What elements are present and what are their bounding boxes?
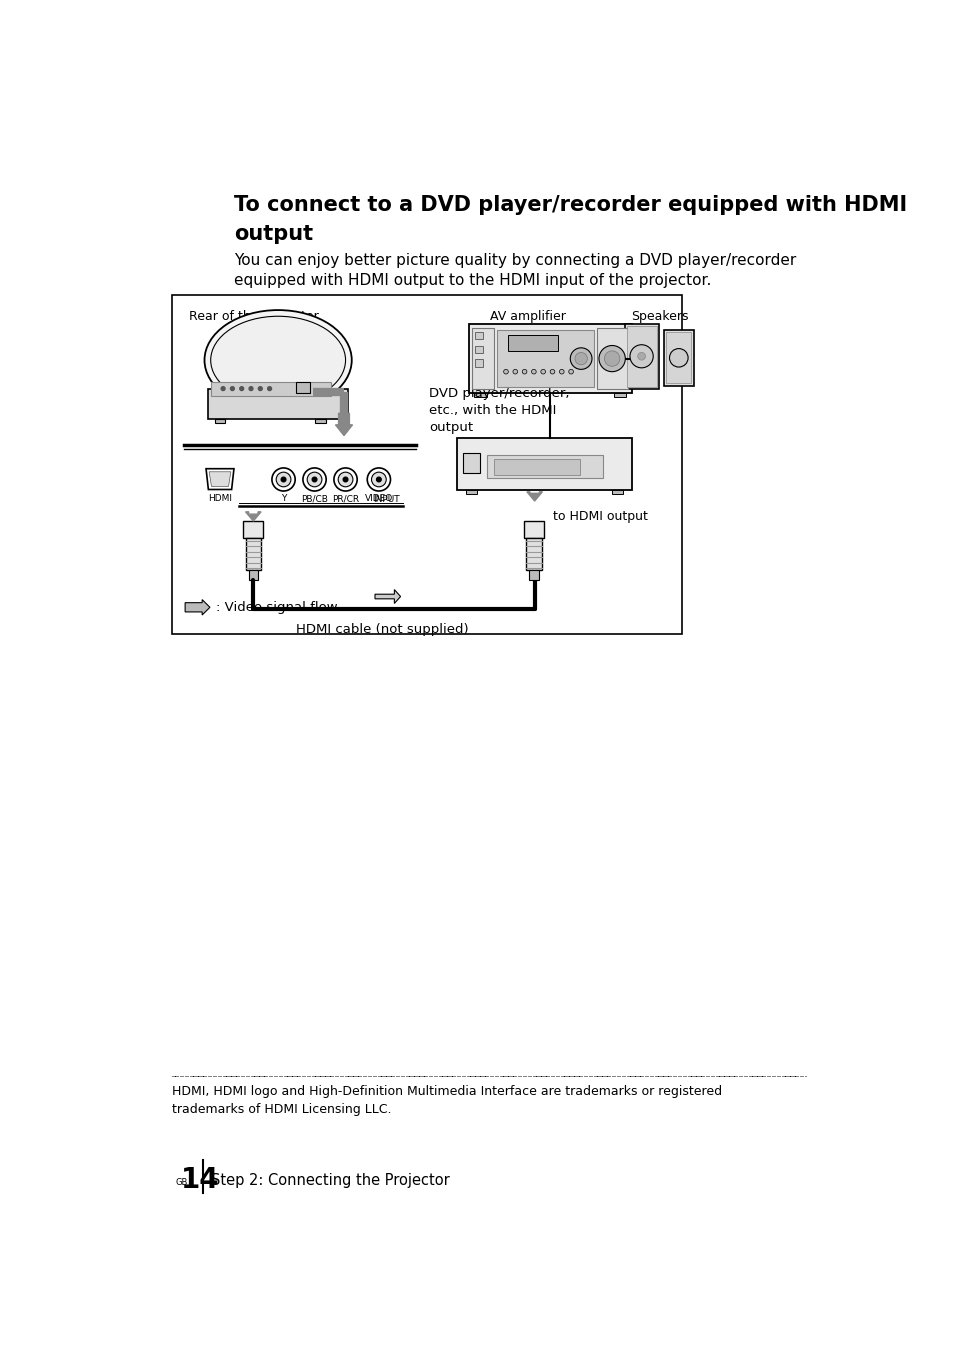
Text: HDMI cable (not supplied): HDMI cable (not supplied) <box>296 623 469 635</box>
Circle shape <box>629 345 653 368</box>
Text: DVD player/recorder,
etc., with the HDMI
output: DVD player/recorder, etc., with the HDMI… <box>429 387 569 434</box>
Text: 14: 14 <box>181 1167 219 1194</box>
Text: PR/CR: PR/CR <box>332 493 358 503</box>
Circle shape <box>337 472 353 487</box>
Bar <box>529 571 537 580</box>
Circle shape <box>303 468 326 491</box>
Bar <box>295 383 310 393</box>
Text: VIDEO: VIDEO <box>364 493 393 503</box>
Circle shape <box>598 346 624 372</box>
Bar <box>486 454 602 479</box>
Polygon shape <box>185 599 210 615</box>
Polygon shape <box>206 469 233 489</box>
Circle shape <box>221 387 225 391</box>
Bar <box>475 346 482 353</box>
Text: to HDMI output: to HDMI output <box>553 510 647 523</box>
Bar <box>475 331 482 339</box>
Text: Speakers: Speakers <box>630 310 687 323</box>
Circle shape <box>637 353 645 360</box>
Circle shape <box>239 387 243 391</box>
Circle shape <box>367 468 390 491</box>
Text: PB/CB: PB/CB <box>301 493 328 503</box>
Circle shape <box>568 369 573 375</box>
Circle shape <box>575 353 587 365</box>
Bar <box>243 521 263 538</box>
Circle shape <box>268 387 272 391</box>
Circle shape <box>371 472 386 487</box>
Bar <box>465 491 476 493</box>
Circle shape <box>312 477 316 481</box>
Text: AV amplifier: AV amplifier <box>489 310 565 323</box>
Bar <box>172 295 681 634</box>
Circle shape <box>376 477 381 481</box>
Text: HDMI, HDMI logo and High-Definition Multimedia Interface are trademarks or regis: HDMI, HDMI logo and High-Definition Mult… <box>172 1084 721 1115</box>
Circle shape <box>334 468 356 491</box>
Bar <box>613 393 625 397</box>
Bar <box>214 419 225 423</box>
Bar <box>624 324 659 389</box>
Circle shape <box>604 352 619 366</box>
Circle shape <box>540 369 545 375</box>
Bar <box>494 460 579 475</box>
Bar <box>208 389 348 419</box>
Circle shape <box>258 387 262 391</box>
Polygon shape <box>375 589 400 603</box>
Ellipse shape <box>211 316 345 404</box>
Circle shape <box>558 369 563 375</box>
Bar <box>626 326 657 387</box>
Text: HDMI: HDMI <box>208 493 232 503</box>
Bar <box>663 330 693 385</box>
Circle shape <box>570 347 592 369</box>
FancyArrow shape <box>245 512 261 521</box>
Bar <box>245 538 261 571</box>
Text: INPUT: INPUT <box>373 495 399 504</box>
Circle shape <box>550 369 555 375</box>
Circle shape <box>231 387 234 391</box>
FancyArrow shape <box>335 414 353 435</box>
Circle shape <box>513 369 517 375</box>
Circle shape <box>276 472 291 487</box>
Circle shape <box>272 468 294 491</box>
FancyArrow shape <box>526 492 542 502</box>
Circle shape <box>521 369 526 375</box>
Text: output: output <box>233 224 313 243</box>
Bar <box>463 453 480 473</box>
Circle shape <box>343 477 348 481</box>
Bar <box>315 419 326 423</box>
Text: Step 2: Connecting the Projector: Step 2: Connecting the Projector <box>211 1172 449 1187</box>
Bar <box>468 324 631 393</box>
Circle shape <box>669 349 687 366</box>
Text: You can enjoy better picture quality by connecting a DVD player/recorder
equippe: You can enjoy better picture quality by … <box>233 253 796 288</box>
Bar <box>497 330 593 387</box>
Bar <box>456 438 631 491</box>
Ellipse shape <box>204 310 352 410</box>
Circle shape <box>249 387 253 391</box>
Bar <box>474 393 486 397</box>
Bar <box>472 327 493 389</box>
Text: : Video signal flow: : Video signal flow <box>216 600 337 614</box>
Polygon shape <box>209 472 231 487</box>
Bar <box>596 327 627 389</box>
Bar <box>525 538 541 571</box>
Text: Rear of the projector: Rear of the projector <box>189 310 318 323</box>
Circle shape <box>503 369 508 375</box>
Text: Y: Y <box>280 493 286 503</box>
Bar <box>666 333 691 383</box>
Bar <box>249 571 257 580</box>
Circle shape <box>531 369 536 375</box>
Text: To connect to a DVD player/recorder equipped with HDMI: To connect to a DVD player/recorder equi… <box>233 195 906 215</box>
Circle shape <box>281 477 286 481</box>
Circle shape <box>307 472 321 487</box>
Bar <box>523 521 543 538</box>
Bar <box>612 491 622 493</box>
Bar <box>211 381 331 396</box>
Text: GB: GB <box>174 1178 187 1187</box>
Bar <box>507 335 558 352</box>
Bar <box>475 360 482 366</box>
